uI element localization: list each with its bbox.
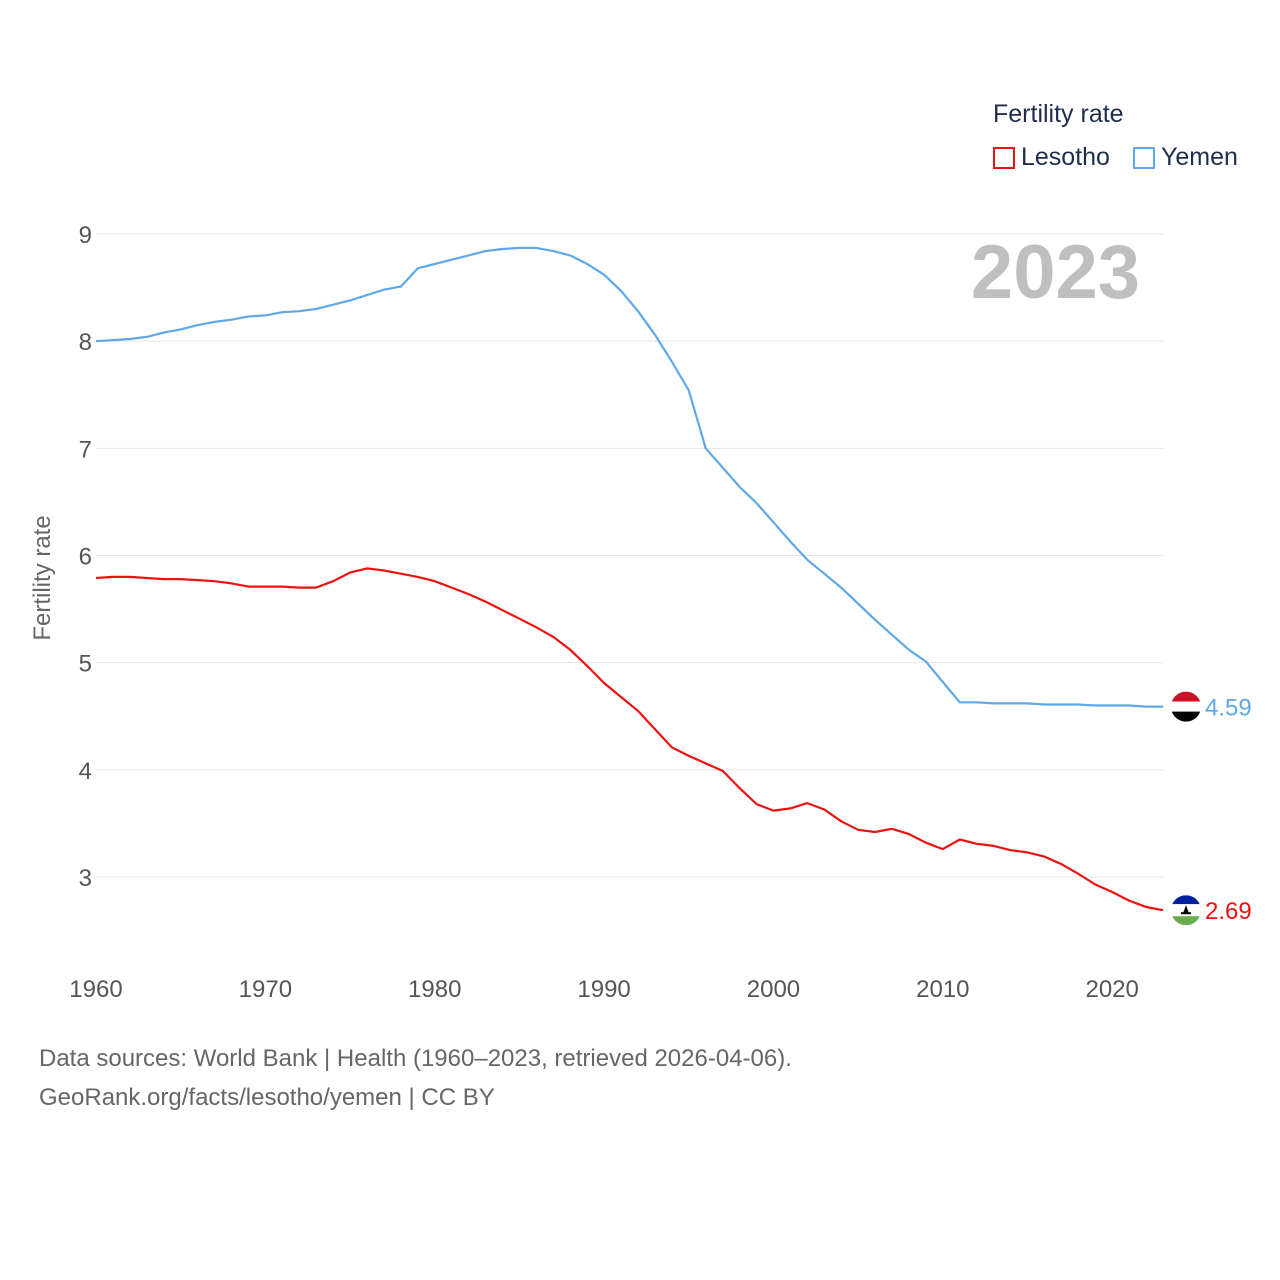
legend-item-lesotho[interactable]: Lesotho (993, 143, 1110, 172)
y-tick-label: 8 (79, 329, 92, 356)
source-line-1: Data sources: World Bank | Health (1960–… (39, 1045, 792, 1072)
source-line-2: GeoRank.org/facts/lesotho/yemen | CC BY (39, 1084, 495, 1111)
legend-label-yemen: Yemen (1161, 143, 1238, 171)
yemen-swatch-icon (1133, 146, 1155, 169)
lesotho-flag-icon (1171, 895, 1201, 926)
yemen-flag-icon (1171, 691, 1201, 722)
y-tick-label: 4 (79, 758, 92, 785)
y-axis-label: Fertility rate (29, 515, 56, 640)
legend-label-lesotho: Lesotho (1021, 143, 1110, 171)
x-tick-label: 2010 (916, 976, 969, 1003)
x-tick-label: 2000 (747, 976, 800, 1003)
legend-item-yemen[interactable]: Yemen (1133, 143, 1238, 172)
legend-title: Fertility rate (993, 100, 1124, 128)
x-tick-label: 2020 (1085, 976, 1138, 1003)
yemen-end-value-label: 4.59 (1205, 695, 1252, 722)
x-tick-label: 1980 (408, 976, 461, 1003)
x-tick-label: 1970 (239, 976, 292, 1003)
year-watermark: 2023 (971, 230, 1140, 315)
y-tick-label: 6 (79, 544, 92, 571)
y-tick-label: 3 (79, 865, 92, 892)
x-tick-label: 1990 (577, 976, 630, 1003)
y-tick-label: 7 (79, 436, 92, 463)
y-tick-label: 9 (79, 222, 92, 249)
x-tick-label: 1960 (69, 976, 122, 1003)
yemen-series-line (95, 246, 1163, 708)
lesotho-swatch-icon (993, 146, 1015, 169)
y-tick-label: 5 (79, 651, 92, 678)
lesotho-end-value-label: 2.69 (1205, 898, 1252, 925)
lesotho-series-line (95, 567, 1164, 912)
